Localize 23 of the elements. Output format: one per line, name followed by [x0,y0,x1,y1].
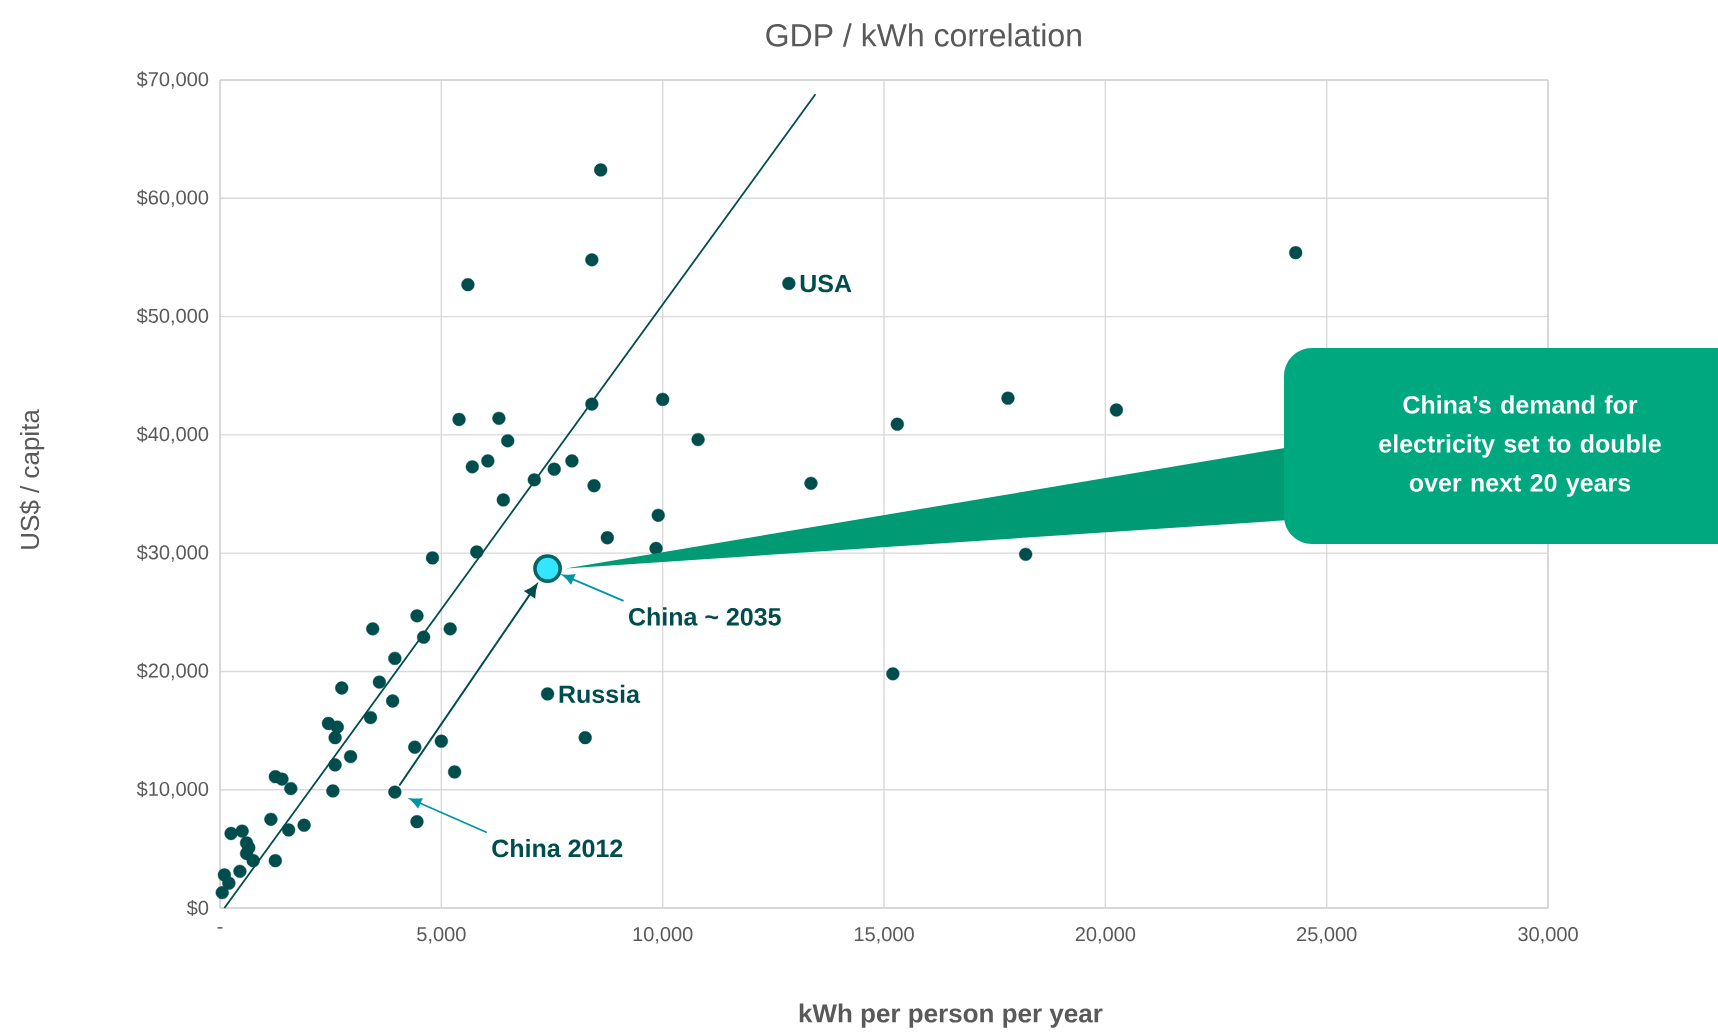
y-tick-label: $70,000 [136,71,209,89]
y-axis-title: US$ / capita [19,409,45,549]
chart-title: GDP / kWh correlation [766,23,1081,47]
y-tick-label: $40,000 [136,426,209,444]
annotation: China ~ 2035 [629,607,781,626]
x-tick-label: 5,000 [417,927,466,944]
y-tick-label: $50,000 [136,307,209,326]
x-tick-label: 10,000 [633,927,693,944]
x-axis-title: kWh per person per year [799,1003,1103,1028]
x-tick-label: 20,000 [1075,927,1136,944]
annotation: USA [800,274,852,293]
annotation: China’s demand for electricity set to double over next 20 years [1379,395,1661,497]
y-tick-label: $30,000 [136,544,209,562]
x-tick-label: 25,000 [1297,927,1357,944]
x-tick-label: - [217,927,223,929]
y-tick-label: $20,000 [136,662,209,681]
x-tick-label: 15,000 [854,927,914,944]
y-tick-label: $60,000 [136,189,209,207]
y-tick-label: $10,000 [136,781,209,799]
annotation: Russia [559,684,641,704]
y-tick-label: $0 [186,899,209,917]
annotation: China 2012 [492,838,623,858]
x-tick-label: 30,000 [1518,927,1578,944]
